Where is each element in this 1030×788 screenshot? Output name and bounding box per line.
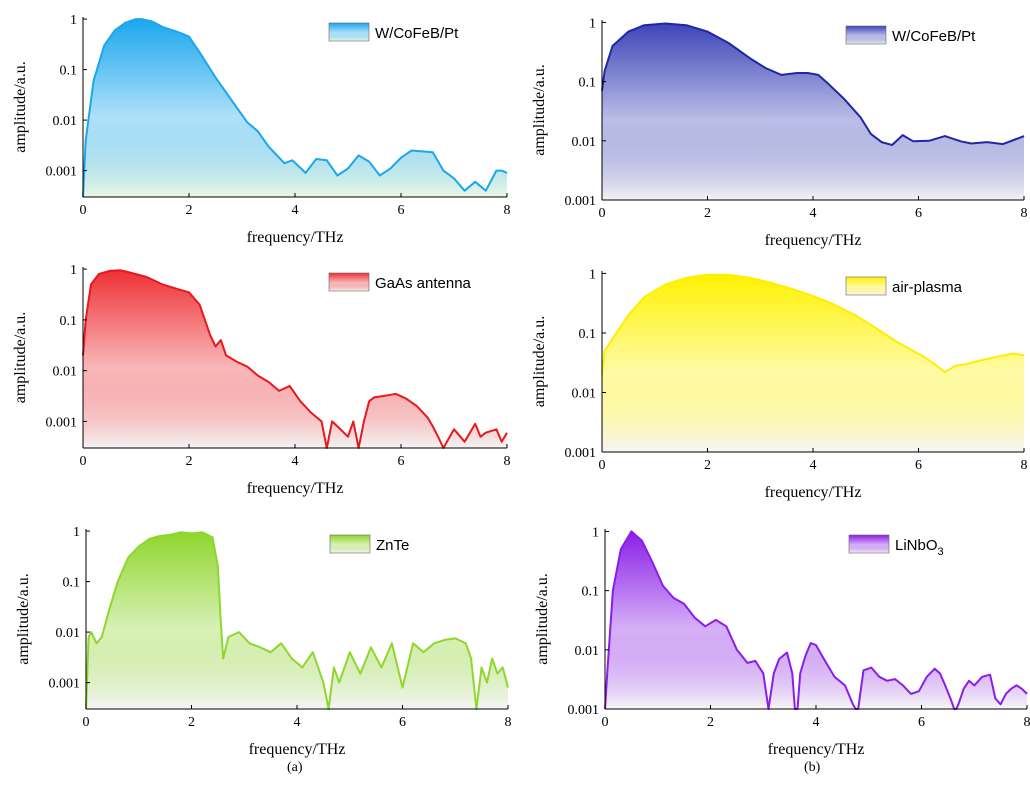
caption-a: (a) [287, 760, 303, 775]
y-tick-label: 0.1 [582, 585, 600, 600]
x-tick-label: 4 [292, 203, 299, 218]
series-line [604, 530, 1028, 710]
x-tick-label: 6 [399, 715, 406, 730]
x-tick-label: 6 [398, 454, 405, 469]
x-tick-label: 6 [915, 206, 922, 221]
y-axis-label: amplitude/a.u. [12, 312, 29, 404]
legend-label: W/CoFeB/Pt [375, 25, 459, 42]
x-axis-label: frequency/THz [247, 480, 344, 497]
chart-b1: 0 2 4 6 8 0.001 0.01 0.1 1 frequency/THz amplitude… [531, 16, 1028, 249]
x-tick-label: 8 [504, 454, 511, 469]
y-tick-label: 0.01 [575, 644, 600, 659]
y-tick-label: 0.01 [572, 135, 597, 150]
y-tick-label: 1 [589, 16, 596, 31]
x-tick-label: 0 [83, 715, 90, 730]
legend-swatch [328, 272, 370, 292]
y-tick-label: 0.1 [60, 314, 78, 329]
x-tick-label: 8 [505, 715, 512, 730]
y-tick-label: 0.1 [60, 64, 78, 79]
caption-b: (b) [804, 760, 821, 775]
y-tick-label: 0.01 [572, 386, 597, 401]
y-tick-label: 0.001 [46, 165, 78, 180]
area-fill [605, 531, 1027, 709]
y-axis-label: amplitude/a.u. [531, 64, 548, 156]
x-tick-label: 6 [398, 203, 405, 218]
chart-b3: 0 2 4 6 8 0.001 0.01 0.1 1 frequency/THz amplitude… [534, 525, 1030, 758]
x-tick-label: 2 [188, 715, 195, 730]
x-axis-label: frequency/THz [249, 741, 346, 758]
legend-label: ZnTe [376, 537, 409, 554]
y-tick-label: 1 [70, 13, 77, 28]
x-axis-label: frequency/THz [768, 741, 865, 758]
area-fill [86, 532, 508, 709]
y-axis-label: amplitude/a.u. [531, 316, 548, 408]
x-tick-label: 4 [810, 458, 817, 473]
x-tick-label: 0 [80, 454, 87, 469]
x-tick-label: 8 [504, 203, 511, 218]
x-tick-label: 4 [810, 206, 817, 221]
x-tick-label: 6 [915, 458, 922, 473]
y-tick-label: 0.001 [49, 677, 81, 692]
chart-a2: 0 2 4 6 8 0.001 0.01 0.1 1 frequency/THz amplitude… [12, 263, 511, 497]
y-tick-label: 0.001 [568, 703, 600, 718]
legend-swatch [848, 534, 890, 554]
x-tick-label: 0 [599, 206, 606, 221]
y-tick-label: 0.1 [579, 76, 597, 91]
x-tick-label: 0 [602, 715, 609, 730]
x-tick-label: 2 [186, 454, 193, 469]
y-axis-label: amplitude/a.u. [15, 573, 32, 665]
y-tick-label: 1 [70, 263, 77, 278]
y-tick-label: 0.1 [63, 576, 81, 591]
legend-label: air-plasma [892, 279, 963, 296]
x-axis-label: frequency/THz [247, 229, 344, 246]
legend-label: W/CoFeB/Pt [892, 28, 976, 45]
y-tick-label: 0.001 [46, 415, 78, 430]
y-tick-label: 0.01 [53, 114, 78, 129]
legend-swatch [845, 276, 887, 296]
y-tick-label: 0.001 [565, 194, 597, 209]
x-tick-label: 2 [704, 458, 711, 473]
chart-b2: 0 2 4 6 8 0.001 0.01 0.1 1 frequency/THz amplitude… [531, 267, 1028, 501]
legend-label: LiNbO3 [895, 537, 944, 558]
y-axis-label: amplitude/a.u. [534, 573, 551, 665]
y-tick-label: 0.001 [565, 446, 597, 461]
y-tick-label: 0.01 [53, 365, 78, 380]
x-tick-label: 2 [186, 203, 193, 218]
x-axis-label: frequency/THz [765, 484, 862, 501]
x-tick-label: 2 [707, 715, 714, 730]
x-tick-label: 8 [1021, 458, 1028, 473]
x-tick-label: 0 [599, 458, 606, 473]
series-line [85, 531, 509, 710]
series-line [82, 18, 508, 198]
x-axis-label: frequency/THz [765, 232, 862, 249]
legend-swatch [845, 25, 887, 45]
chart-a1: 0 2 4 6 8 0.001 0.01 0.1 1 frequency/THz amplitude… [12, 13, 511, 246]
y-tick-label: 0.01 [56, 626, 81, 641]
x-tick-label: 4 [294, 715, 301, 730]
x-tick-label: 8 [1024, 715, 1030, 730]
x-tick-label: 4 [292, 454, 299, 469]
area-fill [602, 23, 1024, 200]
series-line [82, 269, 508, 449]
series-line [601, 273, 1025, 375]
x-tick-label: 8 [1021, 206, 1028, 221]
x-tick-label: 2 [704, 206, 711, 221]
area-fill [83, 270, 507, 448]
y-tick-label: 1 [589, 267, 596, 282]
y-axis-label: amplitude/a.u. [12, 61, 29, 153]
area-fill [83, 19, 507, 197]
y-tick-label: 1 [592, 525, 599, 540]
series-line [601, 22, 1025, 146]
legend-label: GaAs antenna [375, 275, 472, 292]
x-tick-label: 6 [918, 715, 925, 730]
x-tick-label: 0 [80, 203, 87, 218]
legend-swatch [329, 534, 371, 554]
y-tick-label: 0.1 [579, 327, 597, 342]
x-tick-label: 4 [813, 715, 820, 730]
legend-swatch [328, 22, 370, 42]
y-tick-label: 1 [73, 525, 80, 540]
area-fill [602, 274, 1024, 452]
chart-a3: 0 2 4 6 8 0.001 0.01 0.1 1 frequency/THz amplitude… [15, 525, 512, 758]
